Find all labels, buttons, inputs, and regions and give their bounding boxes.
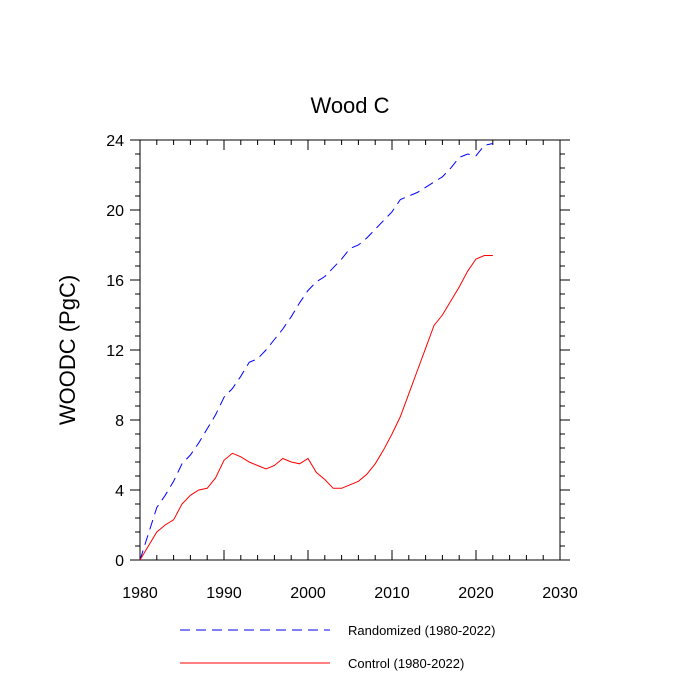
y-tick-label: 24	[106, 133, 124, 150]
x-tick-label: 2010	[374, 585, 410, 602]
y-tick-label: 12	[106, 343, 124, 360]
y-tick-label: 0	[115, 553, 124, 570]
x-tick-label: 2030	[542, 585, 578, 602]
chart-title: Wood C	[310, 93, 389, 118]
y-tick-label: 8	[115, 413, 124, 430]
x-tick-label: 1990	[206, 585, 242, 602]
legend-label: Randomized (1980-2022)	[348, 623, 495, 638]
x-tick-label: 2020	[458, 585, 494, 602]
x-tick-label: 1980	[122, 585, 158, 602]
axis-ticks	[130, 139, 570, 561]
x-tick-label: 2000	[290, 585, 326, 602]
series-lines	[139, 143, 493, 561]
y-axis-label: WOODC (PgC)	[55, 275, 80, 425]
series-line-randomized	[139, 143, 493, 561]
y-tick-label: 20	[106, 203, 124, 220]
legend: Randomized (1980-2022) Control (1980-2022…	[180, 623, 495, 671]
y-tick-label: 4	[115, 483, 124, 500]
legend-label: Control (1980-2022)	[348, 656, 464, 671]
axis-tick-labels: 1980 1990 2000 2010 2020 2030 0 4 8 12 16 20 24	[106, 133, 578, 602]
plot-area-frame	[139, 139, 561, 561]
y-tick-label: 16	[106, 273, 124, 290]
series-line-control	[139, 255, 493, 561]
